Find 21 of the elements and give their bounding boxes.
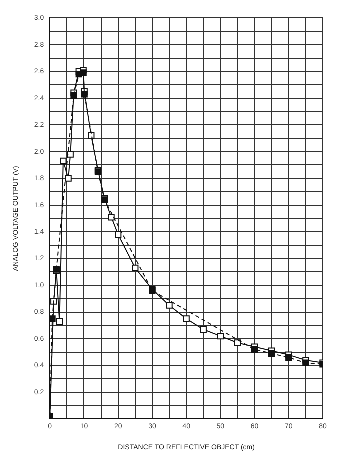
point — [67, 151, 74, 158]
point — [183, 316, 190, 322]
point — [80, 70, 87, 76]
point — [251, 346, 258, 354]
point — [70, 92, 78, 100]
point — [234, 340, 242, 346]
point — [81, 91, 88, 98]
point — [302, 360, 310, 366]
point — [50, 316, 56, 322]
point — [217, 333, 224, 340]
point — [286, 354, 292, 362]
point — [108, 214, 115, 221]
point — [268, 350, 276, 358]
point — [200, 326, 207, 333]
point — [115, 231, 122, 238]
point — [65, 175, 72, 182]
point — [56, 318, 64, 325]
point — [60, 158, 67, 165]
point — [166, 302, 173, 309]
point — [132, 264, 139, 272]
point — [88, 132, 95, 140]
